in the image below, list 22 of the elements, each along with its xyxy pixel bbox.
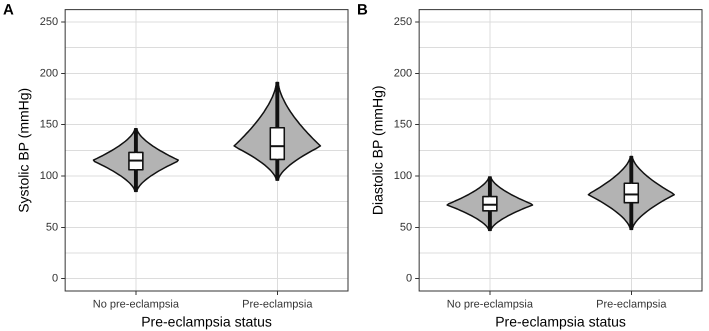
y-tick-label: 150 [394,118,412,131]
y-tick-label: 250 [40,16,58,28]
y-tick-label: 200 [394,67,412,80]
x-axis-title: Pre-eclampsia status [495,313,626,330]
x-tick-label: Pre-eclampsia [596,298,668,311]
y-tick-label: 150 [40,118,58,131]
y-axis-title: Diastolic BP (mmHg) [369,85,386,216]
x-axis-title: Pre-eclampsia status [141,313,272,330]
y-tick-label: 0 [52,272,58,285]
y-tick-label: 0 [406,272,412,285]
text: A [3,2,14,19]
x-tick-label: No pre-eclampsia [446,298,534,311]
x-tick-label: No pre-eclampsia [92,298,180,311]
text: B [357,2,368,19]
y-tick-label: 100 [40,170,58,182]
y-axis-title: Systolic BP (mmHg) [15,88,32,213]
y-tick-label: 50 [46,221,58,234]
y-tick-label: 100 [394,170,412,182]
x-tick-label: Pre-eclampsia [242,298,314,311]
y-tick-label: 50 [400,221,412,234]
y-tick-label: 250 [394,16,412,28]
y-tick-label: 200 [40,67,58,80]
